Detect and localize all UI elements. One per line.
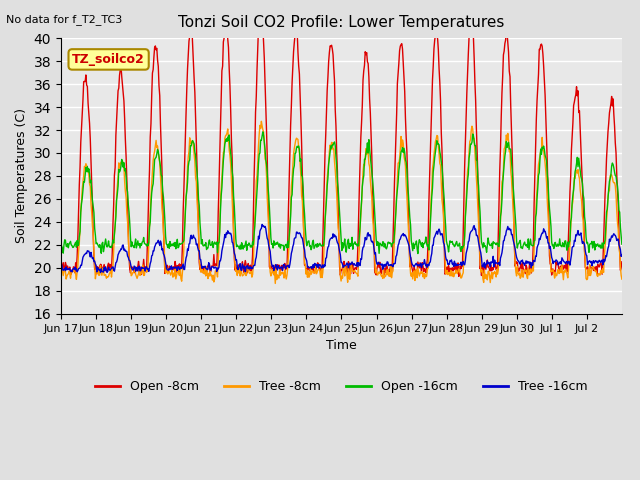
Tree -8cm (123, 210, 131, 216)
Tree -16cm (124, 253, 131, 259)
Open -16cm (226, 144, 234, 150)
Open -8cm (226, 84, 234, 89)
Legend: Open -8cm, Tree -8cm, Open -16cm, Tree -16cm: Open -8cm, Tree -8cm, Open -16cm, Tree -… (90, 375, 593, 398)
Open -16cm (400, 145, 408, 151)
Open -16cm (276, 241, 284, 247)
Open -16cm (432, 143, 440, 149)
Line: Tree -16cm: Tree -16cm (61, 225, 622, 273)
Open -8cm (57, 264, 65, 269)
Open -8cm (431, 32, 439, 38)
Tree -8cm (271, 280, 279, 286)
Open -16cm (618, 241, 626, 247)
X-axis label: Time: Time (326, 339, 357, 352)
Open -16cm (123, 186, 131, 192)
Open -8cm (276, 263, 284, 269)
Tree -8cm (618, 276, 626, 282)
Tree -8cm (226, 153, 234, 159)
Tree -8cm (401, 157, 408, 163)
Tree -16cm (97, 270, 104, 276)
Tree -16cm (57, 262, 65, 267)
Tree -16cm (401, 232, 408, 238)
Text: No data for f_T2_TC3: No data for f_T2_TC3 (6, 14, 123, 25)
Open -16cm (259, 129, 267, 135)
Line: Tree -8cm: Tree -8cm (61, 121, 622, 283)
Open -8cm (618, 259, 626, 264)
Y-axis label: Soil Temperatures (C): Soil Temperatures (C) (15, 108, 28, 243)
Tree -8cm (254, 160, 262, 166)
Tree -16cm (276, 265, 284, 271)
Open -8cm (400, 73, 408, 79)
Tree -16cm (227, 230, 234, 236)
Tree -16cm (259, 222, 266, 228)
Line: Open -8cm: Open -8cm (61, 10, 622, 276)
Open -8cm (123, 178, 131, 184)
Open -16cm (254, 177, 262, 182)
Open -16cm (414, 251, 422, 256)
Tree -8cm (432, 136, 440, 142)
Open -8cm (254, 46, 262, 51)
Tree -8cm (57, 273, 65, 279)
Tree -8cm (276, 272, 284, 278)
Line: Open -16cm: Open -16cm (61, 132, 622, 253)
Tree -16cm (618, 252, 626, 258)
Tree -8cm (257, 119, 265, 124)
Title: Tonzi Soil CO2 Profile: Lower Temperatures: Tonzi Soil CO2 Profile: Lower Temperatur… (179, 15, 504, 30)
Text: TZ_soilco2: TZ_soilco2 (72, 53, 145, 66)
Open -8cm (455, 274, 463, 279)
Open -8cm (256, 7, 264, 12)
Tree -16cm (255, 233, 262, 239)
Tree -16cm (432, 230, 440, 236)
Open -16cm (57, 240, 65, 246)
